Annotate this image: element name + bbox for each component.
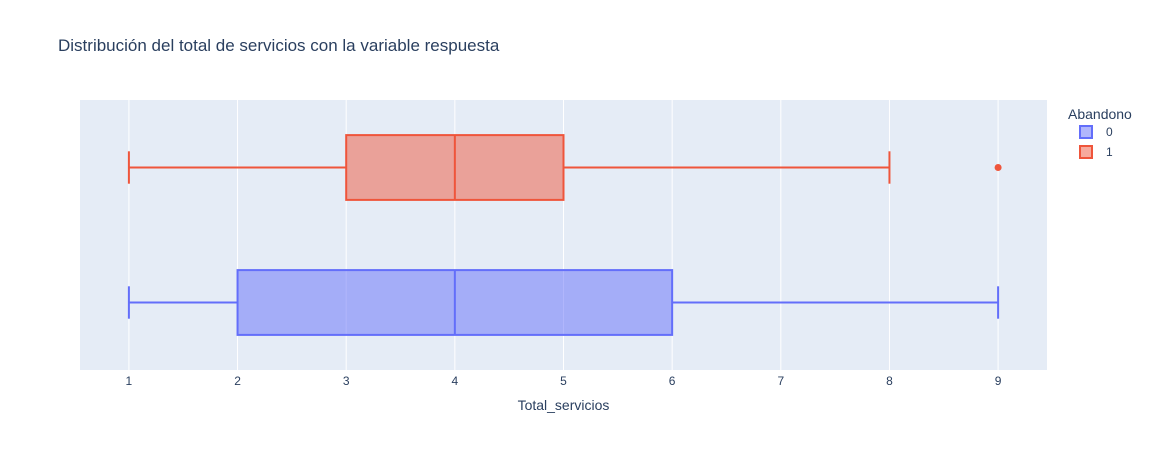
legend-title: Abandono: [1068, 106, 1132, 122]
x-tick-label: 5: [560, 374, 567, 388]
legend-label: 1: [1106, 145, 1113, 159]
box-trace-1: [127, 134, 1002, 201]
x-axis-label: Total_servicios: [518, 397, 610, 413]
legend-item-0[interactable]: 0: [1079, 125, 1113, 139]
legend-swatch: [1079, 125, 1093, 139]
outlier-point: [994, 164, 1002, 171]
legend[interactable]: Abandono 0 1: [1068, 106, 1132, 159]
x-tick-label: 8: [886, 374, 893, 388]
box-series: [127, 134, 1002, 336]
x-tick-label: 6: [669, 374, 676, 388]
x-tick-label: 1: [126, 374, 133, 388]
legend-item-1[interactable]: 1: [1079, 145, 1113, 159]
box-trace-0: [127, 269, 1000, 336]
x-tick-label: 4: [452, 374, 459, 388]
legend-label: 0: [1106, 125, 1113, 139]
x-tick-labels: 1 2 3 4 5 6 7 8 9: [126, 374, 1002, 388]
x-tick-label: 7: [777, 374, 784, 388]
x-tick-label: 2: [234, 374, 241, 388]
x-tick-label: 9: [995, 374, 1002, 388]
x-tick-label: 3: [343, 374, 350, 388]
chart-title: Distribución del total de servicios con …: [58, 36, 500, 55]
legend-swatch: [1079, 145, 1093, 159]
